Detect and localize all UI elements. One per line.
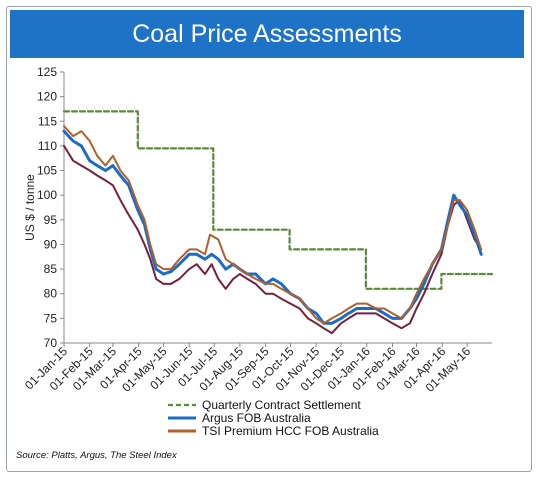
y-tick-label: 110 (38, 139, 57, 153)
y-tick-label: 100 (37, 188, 57, 202)
y-tick-label: 105 (37, 164, 57, 178)
y-tick-label: 125 (37, 65, 57, 79)
chart-series (62, 110, 494, 335)
legend-label-tsi: TSI Premium HCC FOB Australia (202, 424, 379, 438)
chart-title-banner: Coal Price Assessments (10, 10, 524, 58)
y-tick-label: 120 (37, 90, 57, 104)
source-note: Source: Platts, Argus, The Steel Index (16, 450, 177, 461)
legend-label-argus: Argus FOB Australia (202, 411, 311, 425)
series-line-argus (62, 129, 483, 325)
y-tick-label: 90 (44, 237, 58, 251)
y-tick-label: 70 (44, 336, 58, 350)
series-line-tsi (63, 125, 483, 325)
y-axis-label: US $ / tonne (23, 174, 37, 241)
y-tick-label: 75 (44, 311, 58, 325)
legend-label-quarterly: Quarterly Contract Settlement (202, 398, 361, 412)
y-tick-label: 80 (44, 287, 58, 301)
y-tick-label: 115 (38, 114, 57, 128)
series-line-index (63, 144, 483, 335)
y-tick-label: 95 (44, 213, 58, 227)
y-tick-label: 85 (44, 262, 58, 276)
series-line-quarterly (62, 110, 494, 290)
chart-title: Coal Price Assessments (132, 19, 402, 48)
